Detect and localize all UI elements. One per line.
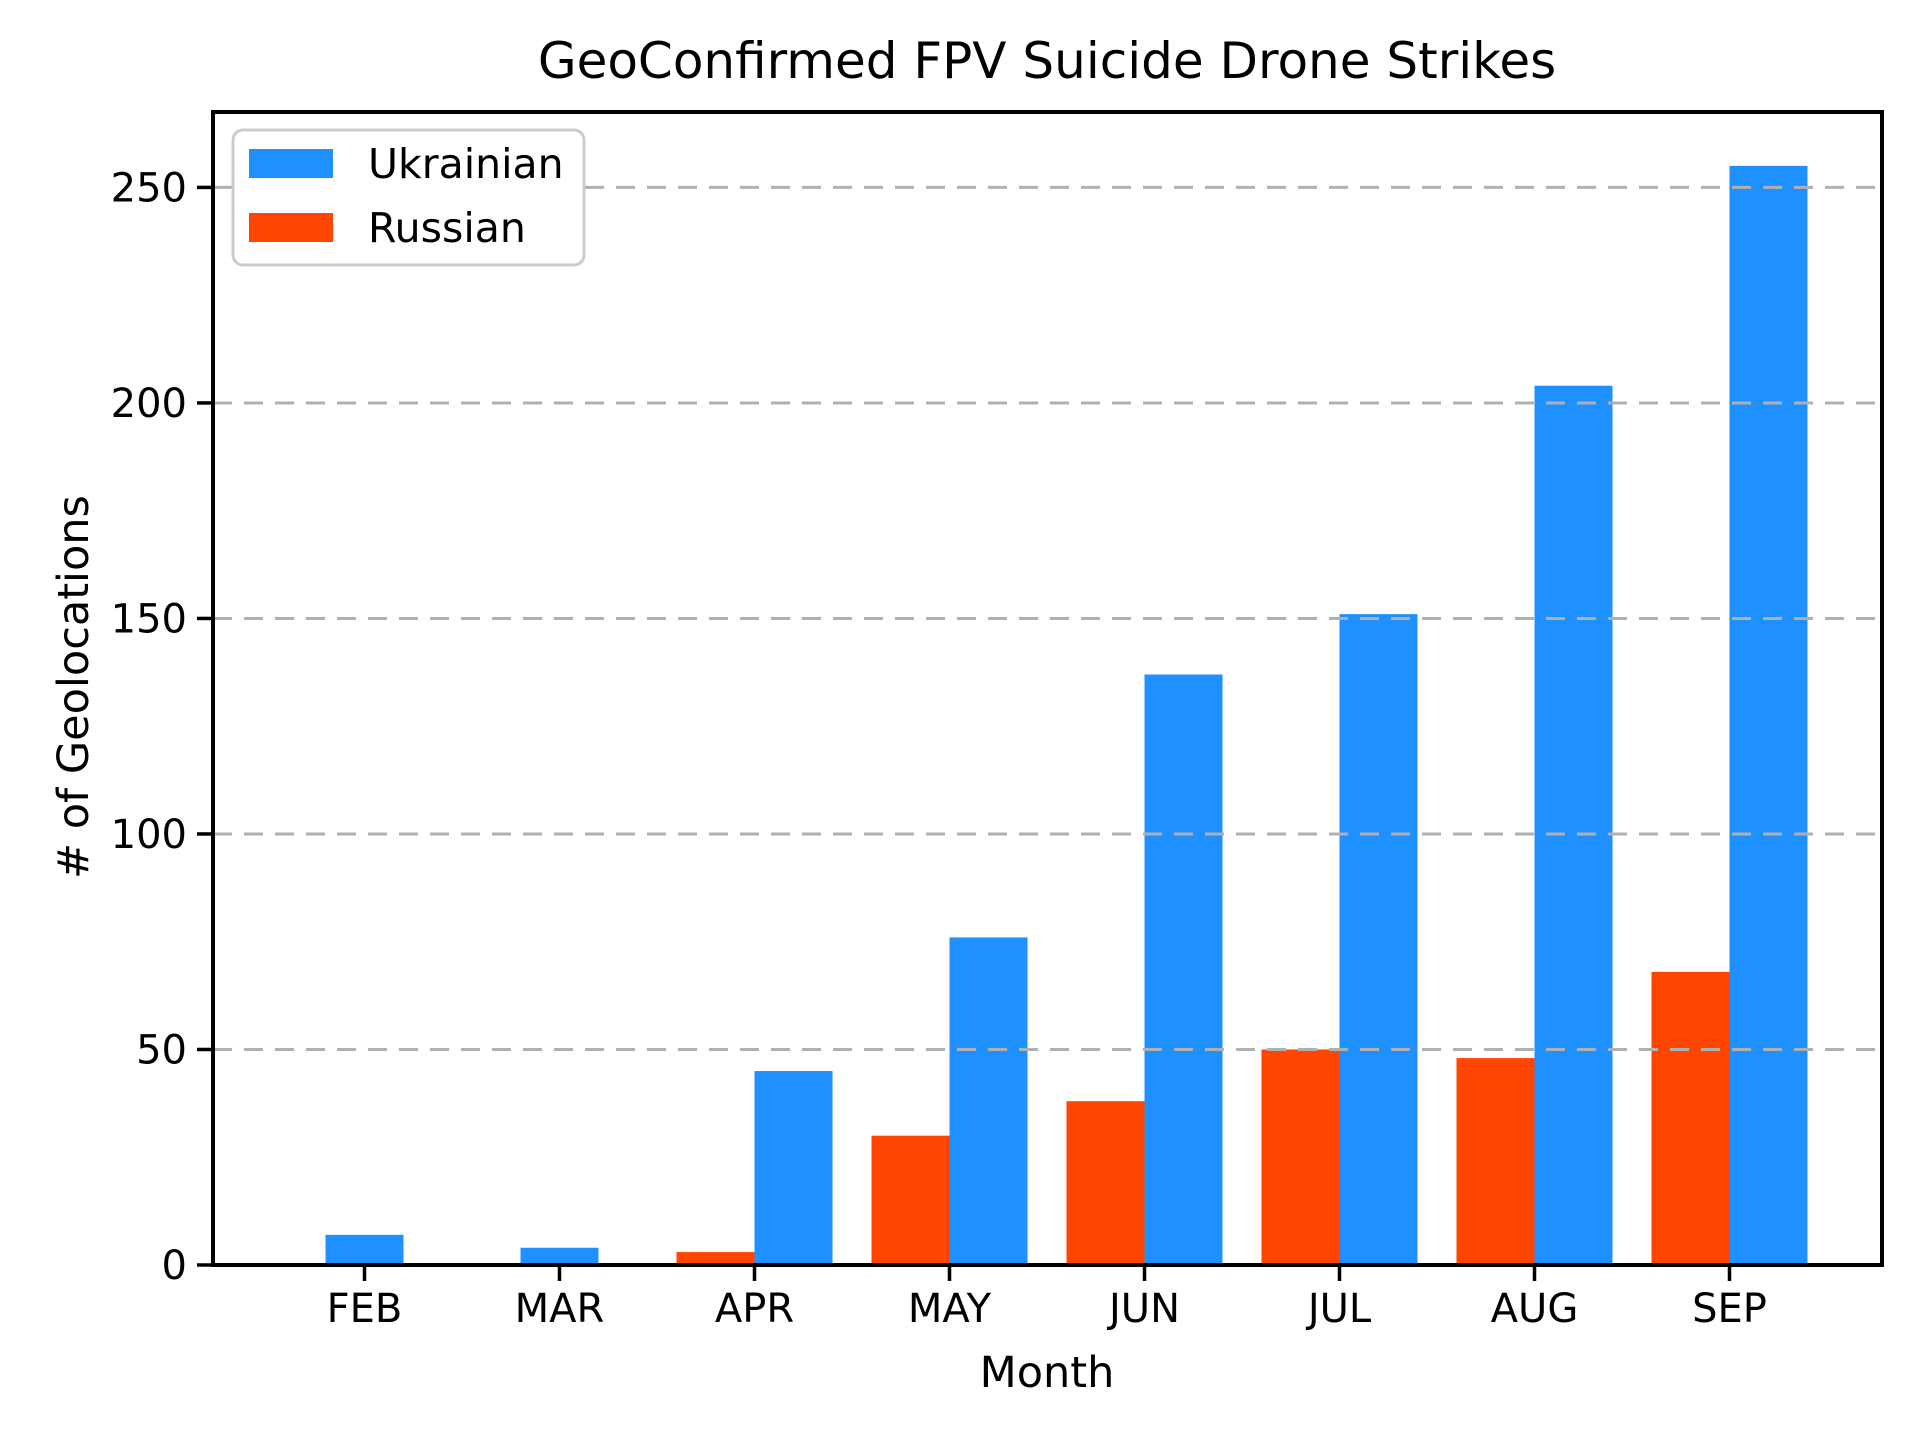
legend-label-ukrainian: Ukrainian [368, 140, 564, 188]
x-tick-label-AUG: AUG [1491, 1286, 1579, 1332]
bar-russian-JUN [1066, 1101, 1145, 1265]
bar-ukrainian-JUN [1144, 674, 1223, 1265]
legend-swatch-ukrainian [249, 149, 333, 178]
x-tick-label-JUL: JUL [1305, 1286, 1372, 1332]
bar-ukrainian-AUG [1534, 385, 1613, 1266]
bar-russian-SEP [1651, 971, 1730, 1265]
y-tick-label-50: 50 [136, 1027, 187, 1073]
legend-swatch-russian [249, 213, 333, 242]
bar-ukrainian-FEB [325, 1234, 404, 1265]
bars-layer [325, 165, 1808, 1266]
y-tick-label-150: 150 [111, 596, 187, 642]
bar-russian-JUL [1261, 1049, 1340, 1265]
x-tick-label-FEB: FEB [327, 1286, 403, 1332]
bar-russian-APR [676, 1252, 755, 1265]
y-tick-label-250: 250 [111, 165, 187, 211]
y-tick-label-0: 0 [162, 1243, 187, 1289]
bar-ukrainian-SEP [1729, 165, 1808, 1265]
y-axis-label: # of Geolocations [49, 495, 99, 879]
chart-title: GeoConfirmed FPV Suicide Drone Strikes [538, 32, 1556, 90]
x-tick-label-APR: APR [715, 1286, 794, 1332]
gridlines-layer [213, 185, 1882, 1051]
x-tick-label-SEP: SEP [1692, 1286, 1767, 1332]
bar-russian-AUG [1456, 1058, 1535, 1265]
plot-spines [211, 110, 1884, 1267]
x-tick-label-JUN: JUN [1106, 1286, 1180, 1332]
bar-ukrainian-JUL [1339, 614, 1418, 1265]
bar-ukrainian-MAY [949, 937, 1028, 1265]
axes-layer: FEB MAR APR MAY JUN JUL AUG SEP 0 50 100 150 200 250 [111, 110, 1884, 1332]
bar-russian-MAY [871, 1135, 950, 1265]
y-tick-label-200: 200 [111, 381, 187, 427]
legend: Ukrainian Russian [231, 128, 586, 267]
bar-ukrainian-MAR [520, 1247, 599, 1265]
plot-area: FEB MAR APR MAY JUN JUL AUG SEP 0 50 100 150 200 250 [111, 110, 1884, 1332]
x-tick-label-MAR: MAR [515, 1286, 605, 1332]
bar-ukrainian-APR [754, 1071, 833, 1265]
x-tick-label-MAY: MAY [908, 1286, 992, 1332]
legend-label-russian: Russian [368, 204, 526, 252]
x-axis-label: Month [980, 1348, 1115, 1398]
y-tick-label-100: 100 [111, 812, 187, 858]
